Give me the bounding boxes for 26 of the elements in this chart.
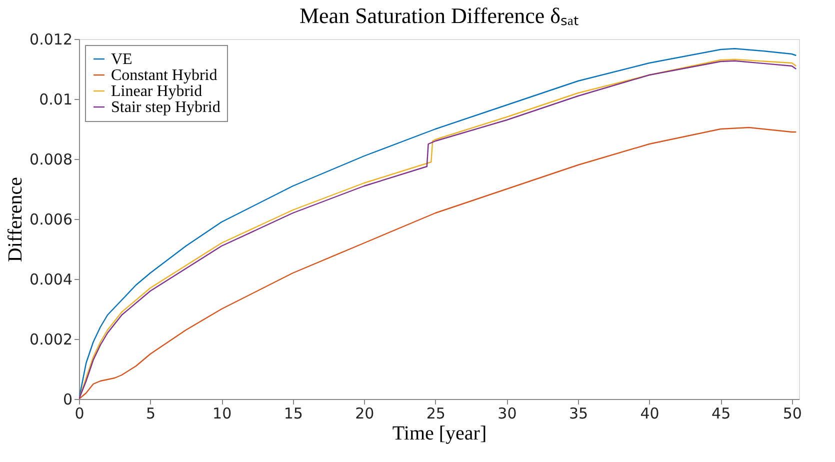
x-tick-label: 25	[426, 404, 446, 422]
y-tick-label: 0.006	[30, 210, 72, 228]
legend-label: Linear Hybrid	[111, 83, 202, 100]
x-tick-label: 40	[640, 404, 660, 422]
line-series	[79, 126, 797, 399]
y-tick-label: 0	[62, 390, 72, 408]
x-tick-label: 0	[74, 404, 84, 422]
y-tick-label: 0.012	[30, 30, 72, 48]
x-tick-label: 20	[355, 404, 374, 422]
x-tick-label: 45	[712, 404, 731, 422]
legend-label: Constant Hybrid	[111, 67, 218, 84]
chart-title: Mean Saturation Difference δₛₐₜ	[299, 3, 579, 28]
y-tick-label: 0.01	[39, 90, 72, 108]
x-tick-label: 30	[498, 404, 517, 422]
x-tick-label: 50	[782, 404, 802, 422]
y-tick-label: 0.002	[30, 330, 72, 348]
x-tick-label: 35	[568, 404, 588, 422]
x-tick-label: 15	[284, 404, 303, 422]
x-axis-title: Time [year]	[392, 422, 487, 444]
y-tick-label: 0.004	[30, 270, 72, 288]
y-tick-label: 0.008	[30, 150, 72, 168]
legend-label: Stair step Hybrid	[111, 99, 220, 116]
legend-label: VE	[111, 51, 132, 68]
x-tick-label: 5	[146, 404, 156, 422]
x-tick-label: 10	[212, 404, 232, 422]
y-axis-title: Difference	[4, 176, 27, 262]
